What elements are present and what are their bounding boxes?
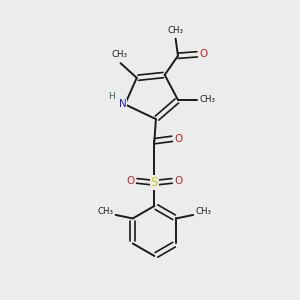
Text: CH₃: CH₃ bbox=[168, 26, 184, 35]
Text: O: O bbox=[126, 176, 134, 186]
Text: CH₃: CH₃ bbox=[98, 208, 113, 217]
Text: S: S bbox=[151, 176, 158, 189]
Text: CH₃: CH₃ bbox=[196, 208, 211, 217]
Text: O: O bbox=[174, 176, 183, 186]
Text: CH₃: CH₃ bbox=[111, 50, 127, 59]
Text: N: N bbox=[119, 99, 127, 110]
Text: H: H bbox=[108, 92, 115, 100]
Text: CH₃: CH₃ bbox=[200, 95, 215, 104]
Text: O: O bbox=[200, 49, 208, 59]
Text: O: O bbox=[174, 134, 183, 144]
